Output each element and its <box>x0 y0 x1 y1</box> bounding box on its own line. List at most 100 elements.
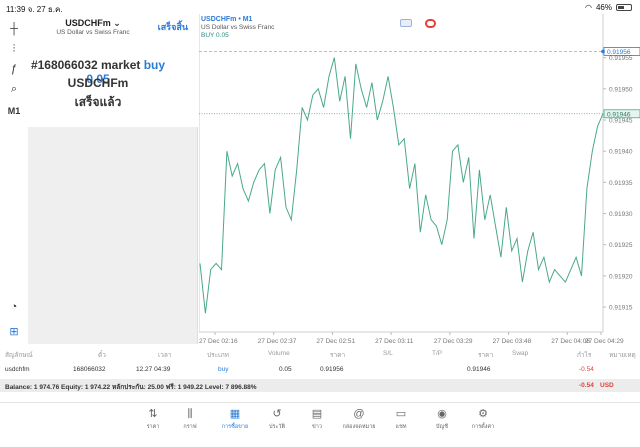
price-series-line <box>199 57 604 314</box>
nav-trade[interactable]: ▦ การซื้อขาย <box>218 407 252 431</box>
settings-icon: ⚙ <box>478 408 488 420</box>
balance-summary: Balance: 1 974.76 Equity: 1 974.22 หลักป… <box>5 384 257 391</box>
battery-icon <box>616 4 632 11</box>
row-symbol: usdchfm <box>5 366 30 373</box>
y-tick-label: 0.91945 <box>609 118 633 125</box>
charts-icon: ⫼ <box>187 408 193 420</box>
chevron-down-icon: ⌄ <box>113 18 121 28</box>
column-header[interactable]: S/L <box>383 350 393 357</box>
history-icon[interactable]: ◔ <box>10 301 18 313</box>
column-header[interactable]: T/P <box>432 350 443 357</box>
trade-icon: ▦ <box>229 408 241 420</box>
row-ticket: 168066032 <box>73 366 106 373</box>
order-symbol: USDCHFm <box>65 18 111 28</box>
x-tick-label: 27 Dec 03:29 <box>434 338 473 345</box>
new-order-icon[interactable]: ⊞ <box>9 325 19 338</box>
chart-title: USDCHFm • M1 <box>201 16 253 23</box>
wifi-icon: ◠ <box>585 3 592 12</box>
status-time: 11:39 <box>6 5 26 14</box>
column-header[interactable]: ราคา <box>330 352 346 359</box>
nav-label: ข่าว <box>312 424 322 430</box>
order-message-prefix: #168066032 market <box>30 58 141 72</box>
x-tick-label: 27 Dec 04:29 <box>585 338 624 345</box>
balance-profit: -0.54 <box>579 382 594 389</box>
nav-chat[interactable]: ▭ แชท <box>384 407 418 431</box>
order-symbol-selector[interactable]: USDCHFm ⌄ <box>28 18 158 29</box>
nav-accounts[interactable]: ◉ บัญชี <box>425 407 459 431</box>
done-button[interactable]: เสร็จสิ้น <box>157 22 188 32</box>
x-tick-label: 27 Dec 03:11 <box>375 338 414 345</box>
y-tick-label: 0.91950 <box>609 86 633 93</box>
ask-price-label: 0.91956 <box>607 49 631 56</box>
crosshair-icon[interactable]: ┼ <box>10 23 18 35</box>
row-current-price: 0.91946 <box>467 366 491 373</box>
status-bar: 11:39 จ. 27 ธ.ค. ◠ 46% <box>0 0 640 14</box>
table-row[interactable]: usdchfm 168066032 12.27 04:39 buy 0.05 0… <box>0 362 640 378</box>
column-header[interactable]: หมายเหตุ <box>609 352 636 359</box>
nav-quotes[interactable]: ⇅ ราคา <box>136 407 170 431</box>
function-icon[interactable]: ƒ <box>10 63 18 75</box>
x-tick-label: 27 Dec 02:16 <box>199 338 238 345</box>
order-message-symbol: USDCHFm <box>67 76 129 90</box>
chart-subtitle: US Dollar vs Swiss Franc <box>201 24 275 31</box>
indicators-icon[interactable]: ⫶ <box>12 42 16 55</box>
column-header[interactable]: กำไร <box>577 352 592 359</box>
quotes-icon: ⇅ <box>148 408 158 420</box>
nav-label: การซื้อขาย <box>221 424 249 430</box>
column-header[interactable]: Volume <box>268 350 290 357</box>
x-tick-label: 27 Dec 04:06 <box>551 338 590 345</box>
nav-label: แชท <box>395 424 407 430</box>
nav-label: การตั้งค่า <box>471 424 495 430</box>
status-date: จ. 27 ธ.ค. <box>27 5 63 14</box>
order-result: USDCHFm ⌄ US Dollar vs Swiss Franc เสร็จ… <box>28 14 198 127</box>
chart-canvas[interactable]: 0.91955 0.91950 0.91945 0.91940 0.91935 0.919… <box>199 14 640 346</box>
objects-icon[interactable]: ⌕ <box>10 82 18 95</box>
chat-icon: ▭ <box>395 408 407 420</box>
row-price: 0.91956 <box>320 366 344 373</box>
bid-price-tag <box>603 109 640 119</box>
order-message: #168066032 market buy 0.05 <box>28 58 168 86</box>
row-type: buy <box>218 366 229 373</box>
column-header[interactable]: Swap <box>512 350 529 357</box>
news-icon: ▤ <box>311 408 323 420</box>
left-toolbar: ┼ ⫶ ƒ ⌕ M1 ◔ ⊞ <box>0 14 28 344</box>
column-header[interactable]: สัญลักษณ์ <box>5 352 33 359</box>
price-chart[interactable]: 0.91955 0.91950 0.91945 0.91940 0.91935 0.919… <box>199 14 640 346</box>
x-tick-label: 27 Dec 02:51 <box>316 338 355 345</box>
nav-label: กราฟ <box>183 424 197 430</box>
y-tick-label: 0.91930 <box>609 211 633 218</box>
mailbox-icon: @ <box>353 408 365 420</box>
column-header[interactable]: ราคา <box>478 352 494 359</box>
y-tick-label: 0.91935 <box>609 180 633 187</box>
positions-table: สัญลักษณ์ ตั๋ว เวลา ประเภท Volume ราคา S/L T/P ร… <box>0 346 640 402</box>
column-header[interactable]: ตั๋ว <box>98 352 106 359</box>
nav-label: ราคา <box>146 424 160 430</box>
bottom-nav: ⇅ ราคา ⫼ กราฟ ▦ การซื้อขาย ↺ ประวัติ ▤ ข่าว @ กล่อง… <box>0 402 640 447</box>
status-indicators: ◠ 46% <box>585 3 632 12</box>
y-tick-label: 0.91920 <box>609 273 633 280</box>
nav-mailbox[interactable]: @ กล่องจดหมาย <box>342 407 376 431</box>
nav-charts[interactable]: ⫼ กราฟ <box>173 407 207 431</box>
order-message-type: buy <box>143 58 166 72</box>
y-tick-label: 0.91915 <box>609 305 633 312</box>
x-tick-label: 27 Dec 02:37 <box>258 338 297 345</box>
timeframe-button[interactable]: M1 <box>7 106 21 116</box>
column-header[interactable]: ประเภท <box>207 352 229 359</box>
y-tick-label: 0.91925 <box>609 242 633 249</box>
trade-mode-icon[interactable] <box>425 19 436 28</box>
nav-settings[interactable]: ⚙ การตั้งค่า <box>466 407 500 431</box>
table-header: สัญลักษณ์ ตั๋ว เวลา ประเภท Volume ราคา S/L T/P ร… <box>0 346 640 362</box>
order-message-volume: 0.05 <box>86 72 110 86</box>
nav-news[interactable]: ▤ ข่าว <box>300 407 334 431</box>
nav-label: กล่องจดหมาย <box>342 424 376 430</box>
balance-bar: Balance: 1 974.76 Equity: 1 974.22 หลักป… <box>0 379 640 392</box>
row-time: 12.27 04:39 <box>136 366 171 373</box>
one-click-trading-icon[interactable] <box>400 19 412 27</box>
battery-percent: 46% <box>595 3 612 12</box>
order-description: US Dollar vs Swiss Franc <box>56 29 130 36</box>
nav-history[interactable]: ↺ ประวัติ <box>260 407 294 431</box>
order-message-status: เสร็จแล้ว <box>74 95 122 109</box>
order-panel: USDCHFm ⌄ US Dollar vs Swiss Franc เสร็จ… <box>28 14 198 344</box>
column-header[interactable]: เวลา <box>158 352 172 359</box>
ask-price-marker <box>601 49 605 54</box>
